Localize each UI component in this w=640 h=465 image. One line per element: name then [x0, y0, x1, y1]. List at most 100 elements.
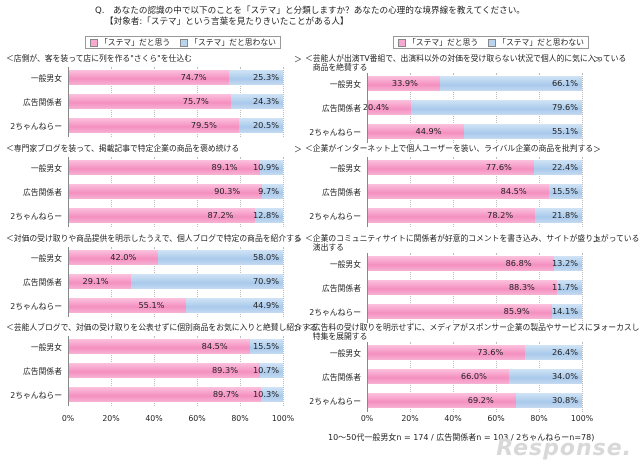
data-label: 84.5% [500, 186, 527, 196]
bar-segment-stema: 73.6% [367, 345, 526, 360]
bar-segment-not-stema: 44.9% [186, 298, 283, 313]
category-label: 広告関係者 [23, 188, 62, 197]
stacked-bar: 89.1% 10.9% [68, 160, 283, 175]
bar-segment-stema: 74.7% [68, 70, 229, 85]
bar-segment-stema: 77.6% [367, 160, 534, 175]
category-label: 2ちゃんねらー [309, 128, 361, 137]
title-bracket: ＞ [593, 235, 601, 244]
category-label: 一般男女 [329, 349, 361, 358]
bar-segment-stema: 90.3% [68, 184, 263, 199]
stacked-bar: 89.3% 10.7% [68, 363, 283, 378]
bar-segment-not-stema: 30.8% [515, 393, 582, 408]
bar-segment-not-stema: 11.7% [552, 280, 582, 295]
data-label: 20.5% [252, 120, 279, 130]
bar-segment-not-stema: 10.7% [253, 363, 283, 378]
y-axis-line [68, 157, 69, 227]
bar-segment-not-stema: 58.0% [158, 250, 283, 265]
gridline [582, 73, 583, 143]
legend-swatch-yes [90, 38, 98, 47]
stacked-bar: 89.7% 10.3% [68, 387, 283, 402]
data-label: 66.1% [551, 78, 578, 88]
x-tick: 40% [145, 414, 163, 423]
data-label: 44.9% [415, 126, 442, 136]
gridline [582, 157, 583, 227]
category-label: 2ちゃんねらー [309, 397, 361, 406]
stacked-bar: 77.6% 22.4% [367, 160, 582, 175]
stacked-bar: 69.2% 30.8% [367, 393, 582, 408]
bar-segment-stema: 89.7% [68, 387, 261, 402]
title-bracket: ＞ [593, 145, 601, 154]
data-label: 12.8% [252, 210, 279, 220]
data-label: 58.0% [252, 252, 279, 262]
x-tick: 0% [61, 414, 75, 423]
category-label: 広告関係者 [322, 104, 361, 113]
stacked-bar: 85.9% 14.1% [367, 304, 582, 319]
stacked-bar: 87.2% 12.8% [68, 208, 283, 223]
bar-segment-stema: 42.0% [68, 250, 159, 265]
bar-segment-stema: 20.4% [363, 100, 411, 115]
data-label: 78.2% [487, 210, 514, 220]
category-label: 2ちゃんねらー [10, 302, 62, 311]
y-axis-line [68, 247, 69, 317]
response-watermark-logo: Response. [496, 436, 632, 461]
data-label: 85.9% [503, 306, 530, 316]
data-label: 15.5% [551, 186, 578, 196]
data-label: 88.3% [508, 282, 535, 292]
title-bracket: ＞ [294, 235, 302, 244]
data-label: 13.2% [551, 258, 578, 268]
bar-segment-not-stema: 9.7% [258, 184, 283, 199]
stacked-bar: 84.5% 15.5% [68, 339, 283, 354]
bar-segment-not-stema: 79.6% [410, 100, 582, 115]
category-label: 一般男女 [329, 164, 361, 173]
legend-swatch-yes [398, 38, 406, 47]
stacked-bar: 84.5% 15.5% [367, 184, 582, 199]
data-label: 11.7% [551, 282, 578, 292]
bar-segment-stema: 69.2% [367, 393, 516, 408]
chart-title: ＜企業がインターネット上で個人ユーザーを装い、ライバル企業の商品を批判する [305, 144, 594, 153]
category-label: 広告関係者 [322, 188, 361, 197]
data-label: 90.3% [214, 186, 241, 196]
data-label: 89.7% [212, 389, 239, 399]
stacked-bar: 90.3% 9.7% [68, 184, 283, 199]
y-axis-line [367, 253, 368, 323]
data-label: 33.9% [391, 78, 418, 88]
data-label: 55.1% [138, 300, 165, 310]
bar-segment-not-stema: 55.1% [463, 124, 582, 139]
chart-title: ＜専門家ブログを装って、掲載記事で特定企業の商品を褒め続ける [6, 144, 240, 153]
x-axis-left: 0% 20% 40% 60% 80% 100% [62, 414, 294, 426]
legend-item-no: 「ステマ」だと思わない [180, 37, 276, 48]
category-label: 一般男女 [30, 343, 62, 352]
category-label: 2ちゃんねらー [309, 212, 361, 221]
chart-title: ＜広告料の受け取りを明示せずに、メディアがスポンサー企業の製品やサービスにフォー… [305, 323, 640, 341]
stacked-bar: 55.1% 44.9% [68, 298, 283, 313]
x-tick: 60% [188, 414, 206, 423]
bar-segment-not-stema: 21.8% [535, 208, 582, 223]
category-label: 一般男女 [30, 74, 62, 83]
bar-segment-stema: 88.3% [367, 280, 557, 295]
stacked-bar: 42.0% 58.0% [68, 250, 283, 265]
category-label: 一般男女 [30, 164, 62, 173]
data-label: 30.8% [551, 395, 578, 405]
stacked-bar: 79.5% 20.5% [68, 118, 283, 133]
title-bracket: ＞ [593, 55, 601, 64]
bar-segment-stema: 44.9% [367, 124, 464, 139]
gridline [283, 247, 284, 317]
category-label: 広告関係者 [23, 278, 62, 287]
bar-segment-not-stema: 22.4% [533, 160, 582, 175]
bar-segment-stema: 55.1% [68, 298, 187, 313]
bar-segment-stema: 89.1% [68, 160, 260, 175]
data-label: 55.1% [551, 126, 578, 136]
data-label: 24.3% [252, 96, 279, 106]
stacked-bar: 44.9% 55.1% [367, 124, 582, 139]
category-label: 2ちゃんねらー [10, 122, 62, 131]
data-label: 86.8% [505, 258, 532, 268]
chart-title: ＜芸能人ブログで、対価の受け取りを公表せずに個別商品をお気に入りと絶賛し紹介する [6, 323, 318, 332]
title-bracket: ＞ [294, 55, 302, 64]
bar-segment-stema: 84.5% [367, 184, 549, 199]
legend-label-no: 「ステマ」だと思わない [498, 38, 584, 47]
x-axis-right: 0% 20% 40% 60% 80% 100% [361, 414, 593, 426]
data-label: 10.3% [252, 389, 279, 399]
bar-segment-stema: 87.2% [68, 208, 256, 223]
legend-label-no: 「ステマ」だと思わない [190, 38, 276, 47]
legend-item-yes: 「ステマ」だと思う [398, 37, 478, 48]
